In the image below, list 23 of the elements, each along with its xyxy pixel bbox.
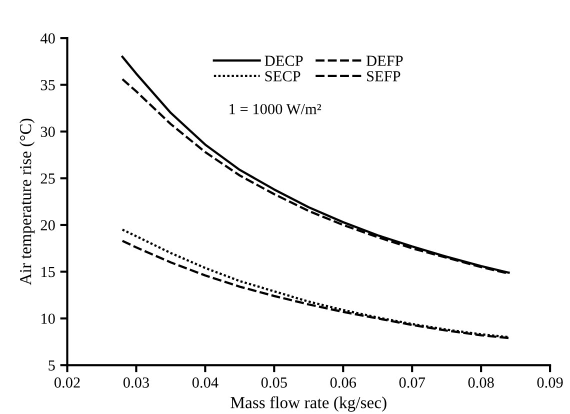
y-tick-label: 15 [42, 266, 55, 278]
y-tick-label: 20 [40, 220, 55, 230]
legend-label: DEFP [366, 56, 403, 66]
annotation: 1 = 1000 W/m² [230, 104, 322, 114]
y-tick-label: 10 [42, 314, 55, 324]
x-tick-label: 0.08 [468, 377, 494, 388]
x-tick-label: 0.05 [261, 377, 287, 388]
y-tick-label: 35 [40, 80, 55, 90]
x-tick-label: 0.07 [399, 377, 426, 388]
y-tick-label: 40 [40, 33, 55, 44]
legend-label: SECP [265, 71, 300, 82]
y-tick-label: 5 [48, 360, 55, 371]
x-tick-label: 0.02 [54, 377, 80, 388]
y-tick-label: 25 [40, 173, 55, 184]
x-tick-label: 0.06 [330, 377, 356, 388]
x-tick-label: 0.04 [192, 377, 218, 388]
y-tick-label: 30 [40, 126, 55, 137]
x-axis-title: Mass flow rate (kg/sec) [230, 396, 386, 412]
legend-label: DECP [264, 56, 303, 66]
x-tick-label: 0.03 [123, 377, 149, 388]
legend-label: SEFP [367, 71, 400, 82]
y-axis-title: Air temperature rise (°C) [20, 118, 35, 286]
x-tick-label: 0.09 [537, 377, 563, 388]
